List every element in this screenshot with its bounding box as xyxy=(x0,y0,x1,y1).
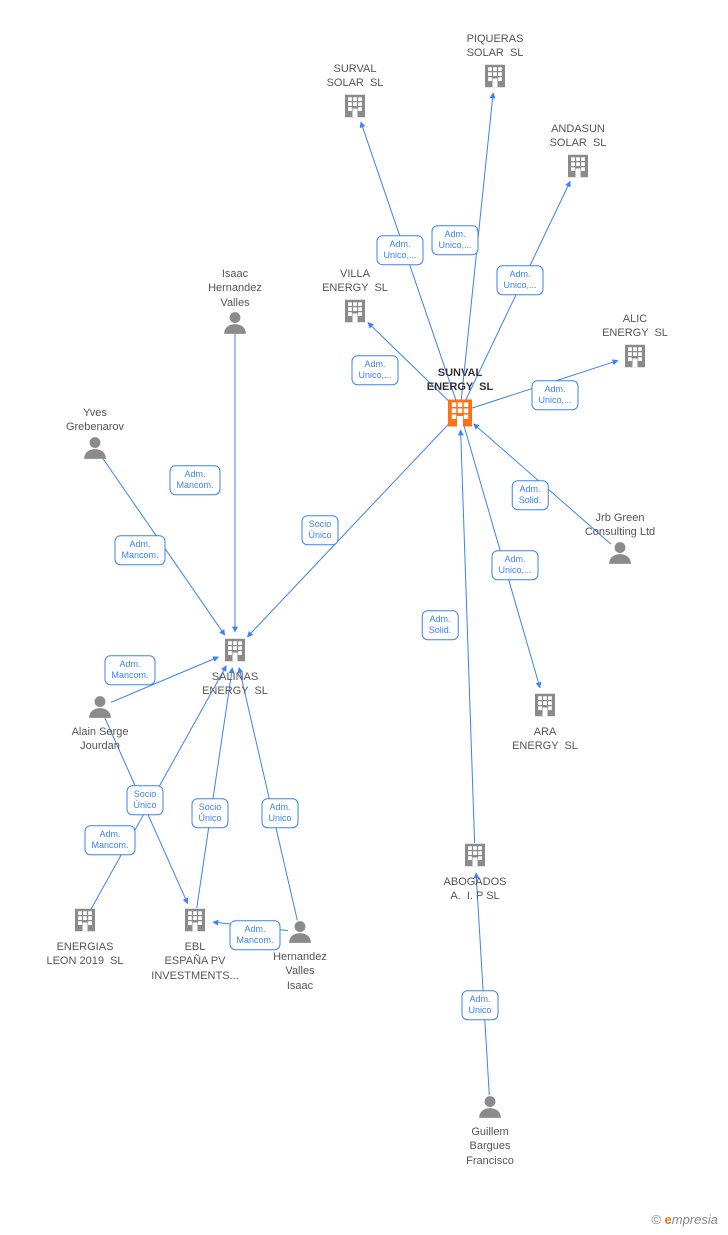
building-icon xyxy=(295,91,415,126)
building-icon xyxy=(25,905,145,940)
edge-label-alain-ebl: Adm. Mancom. xyxy=(84,825,135,855)
edge-label-ebl-salinas: Socio Único xyxy=(191,798,228,828)
edge-label-abogados-sunval: Adm. Solid. xyxy=(422,610,459,640)
node-label-hernandez: Hernandez Valles Isaac xyxy=(240,950,360,993)
edge-label-sunval-alic: Adm. Unico,... xyxy=(531,380,578,410)
person-icon xyxy=(40,694,160,725)
edge-label-sunval-piqueras: Adm. Unico,... xyxy=(431,225,478,255)
building-icon xyxy=(485,690,605,725)
node-abogados[interactable]: ABOGADOS A. I. P SL xyxy=(415,840,535,904)
building-icon xyxy=(295,296,415,331)
edge-label-hernandez-salinas: Adm. Unico xyxy=(261,798,298,828)
node-alain[interactable]: Alain Serge Jourdan xyxy=(40,694,160,754)
edge-label-alain-salinas: Adm. Mancom. xyxy=(104,655,155,685)
node-andasun[interactable]: ANDASUN SOLAR SL xyxy=(518,122,638,186)
node-label-salinas: SALINAS ENERGY SL xyxy=(175,670,295,699)
node-label-energias: ENERGIAS LEON 2019 SL xyxy=(25,940,145,969)
edge-sunval-salinas xyxy=(247,421,451,637)
node-label-abogados: ABOGADOS A. I. P SL xyxy=(415,875,535,904)
edge-label-sunval-surval: Adm. Unico,... xyxy=(376,235,423,265)
brand-rest: mpresia xyxy=(672,1212,718,1227)
node-piqueras[interactable]: PIQUERAS SOLAR SL xyxy=(435,32,555,96)
node-label-alain: Alain Serge Jourdan xyxy=(40,725,160,754)
node-salinas[interactable]: SALINAS ENERGY SL xyxy=(175,635,295,699)
building-icon xyxy=(400,395,520,436)
building-icon xyxy=(175,635,295,670)
edge-label-sunval-salinas: Socio Único xyxy=(301,515,338,545)
building-icon xyxy=(518,151,638,186)
node-label-ara: ARA ENERGY SL xyxy=(485,725,605,754)
node-ara[interactable]: ARA ENERGY SL xyxy=(485,690,605,754)
node-label-yves: Yves Grebenarov xyxy=(35,406,155,435)
brand-e: e xyxy=(665,1212,672,1227)
edge-label-hernandez-ebl: Adm. Mancom. xyxy=(229,920,280,950)
node-jrb[interactable]: Jrb Green Consulting Ltd xyxy=(560,511,680,571)
edge-hernandez-salinas xyxy=(239,668,297,921)
node-alic[interactable]: ALIC ENERGY SL xyxy=(575,312,695,376)
node-yves[interactable]: Yves Grebenarov xyxy=(35,406,155,466)
node-sunval[interactable]: SUNVAL ENERGY SL xyxy=(400,366,520,436)
copyright-symbol: © xyxy=(651,1212,661,1227)
building-icon xyxy=(415,840,535,875)
person-icon xyxy=(35,435,155,466)
node-label-surval: SURVAL SOLAR SL xyxy=(295,62,415,91)
edge-label-guillem-abogados: Adm. Unico xyxy=(461,990,498,1020)
edge-label-jrb-sunval: Adm. Solid. xyxy=(512,480,549,510)
edge-guillem-abogados xyxy=(476,873,489,1095)
node-label-sunval: SUNVAL ENERGY SL xyxy=(400,366,520,395)
edge-label-yves-salinas: Adm. Mancom. xyxy=(114,535,165,565)
person-icon xyxy=(175,310,295,341)
node-surval[interactable]: SURVAL SOLAR SL xyxy=(295,62,415,126)
node-villa[interactable]: VILLA ENERGY SL xyxy=(295,267,415,331)
node-label-jrb: Jrb Green Consulting Ltd xyxy=(560,511,680,540)
edge-label-sunval-andasun: Adm. Unico,... xyxy=(496,265,543,295)
node-label-guillem: Guillem Bargues Francisco xyxy=(430,1125,550,1168)
node-label-piqueras: PIQUERAS SOLAR SL xyxy=(435,32,555,61)
node-label-andasun: ANDASUN SOLAR SL xyxy=(518,122,638,151)
edge-label-sunval-villa: Adm. Unico,... xyxy=(351,355,398,385)
node-label-isaac: Isaac Hernandez Valles xyxy=(175,267,295,310)
building-icon xyxy=(575,341,695,376)
node-label-alic: ALIC ENERGY SL xyxy=(575,312,695,341)
edge-label-energias-salinas: Socio Único xyxy=(126,785,163,815)
edge-abogados-sunval xyxy=(461,430,475,843)
edge-ebl-salinas xyxy=(197,668,233,908)
edge-label-sunval-ara: Adm. Unico,... xyxy=(491,550,538,580)
person-icon xyxy=(560,540,680,571)
edge-label-isaac-salinas: Adm. Mancom. xyxy=(169,465,220,495)
building-icon xyxy=(435,61,555,96)
node-energias[interactable]: ENERGIAS LEON 2019 SL xyxy=(25,905,145,969)
node-isaac[interactable]: Isaac Hernandez Valles xyxy=(175,267,295,341)
node-label-villa: VILLA ENERGY SL xyxy=(295,267,415,296)
node-guillem[interactable]: Guillem Bargues Francisco xyxy=(430,1094,550,1168)
watermark: © empresia xyxy=(651,1212,718,1227)
person-icon xyxy=(430,1094,550,1125)
